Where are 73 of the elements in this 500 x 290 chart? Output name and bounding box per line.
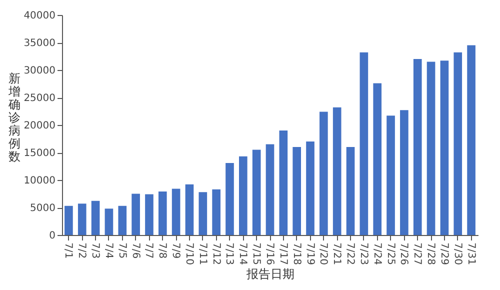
x-tick-label: 7/25 (384, 242, 396, 265)
bar (185, 184, 194, 235)
bar (346, 147, 355, 235)
x-tick-label: 7/17 (277, 242, 288, 265)
bar (64, 206, 73, 235)
x-tick-label: 7/16 (264, 242, 275, 265)
x-tick-label: 7/7 (143, 242, 154, 259)
bar (91, 200, 100, 235)
bar (413, 59, 422, 235)
x-tick-label: 7/8 (156, 242, 168, 259)
bar (292, 147, 301, 235)
x-tick-label: 7/4 (102, 242, 114, 259)
bar (198, 192, 208, 235)
bar (118, 206, 127, 235)
y-tick-label: 10000 (24, 176, 56, 186)
x-tick-label: 7/13 (224, 242, 235, 265)
y-tick-label: 25000 (24, 93, 56, 104)
x-axis-title: 报告日期 (246, 266, 294, 281)
x-tick-label: 7/22 (344, 242, 356, 265)
bar (239, 156, 248, 235)
x-tick-label: 7/23 (358, 242, 369, 265)
bar (373, 83, 382, 235)
y-tick-label: 20000 (24, 120, 56, 132)
x-tick-label: 7/28 (425, 242, 436, 265)
y-tick-label: 40000 (24, 10, 56, 22)
x-tick-label: 7/10 (183, 242, 194, 265)
y-tick-label: 5000 (30, 203, 56, 214)
x-tick-label: 7/27 (412, 242, 423, 265)
bar (279, 130, 288, 235)
x-tick-label: 7/3 (90, 242, 101, 259)
x-tick-label: 7/31 (465, 242, 476, 265)
x-tick-label: 7/2 (76, 242, 88, 259)
bar (440, 60, 449, 235)
bar (132, 194, 140, 235)
bar (226, 162, 234, 235)
bar (266, 144, 274, 235)
x-tick-label: 7/30 (452, 242, 463, 265)
x-tick-label: 7/9 (170, 242, 182, 259)
bar (78, 204, 86, 235)
y-tick-label: 0 (49, 230, 56, 242)
x-tick-label: 7/12 (210, 242, 222, 265)
y-axis-title: 新增确诊病例数 (8, 72, 20, 164)
bar (172, 188, 180, 235)
bar (158, 192, 167, 235)
bar (306, 142, 314, 235)
bar (400, 110, 408, 235)
x-tick-label: 7/26 (398, 242, 410, 265)
x-tick-label: 7/1 (62, 242, 74, 259)
x-tick-label: 7/14 (237, 242, 248, 265)
x-tick-label: 7/11 (196, 242, 208, 265)
x-tick-label: 7/21 (331, 242, 342, 265)
x-tick-label: 7/15 (250, 242, 262, 265)
x-tick-label: 7/19 (304, 242, 316, 265)
bar (212, 189, 220, 235)
bar (467, 45, 476, 235)
bar (360, 52, 368, 235)
bar (252, 150, 261, 235)
y-tick-label: 15000 (24, 148, 56, 159)
x-tick-label: 7/20 (318, 242, 329, 265)
bar (145, 194, 154, 235)
bar (104, 208, 114, 235)
bar (320, 112, 328, 235)
x-tick-label: 7/24 (371, 242, 382, 265)
y-tick-label: 35000 (24, 38, 56, 49)
x-tick-label: 7/18 (290, 242, 302, 265)
x-tick-label: 7/5 (116, 242, 128, 259)
bar (426, 62, 436, 235)
y-tick-label: 30000 (24, 66, 56, 76)
bar (386, 116, 395, 235)
bar (454, 52, 462, 235)
bar (332, 107, 342, 235)
x-tick-label: 7/6 (130, 242, 141, 259)
x-tick-label: 7/29 (438, 242, 450, 265)
